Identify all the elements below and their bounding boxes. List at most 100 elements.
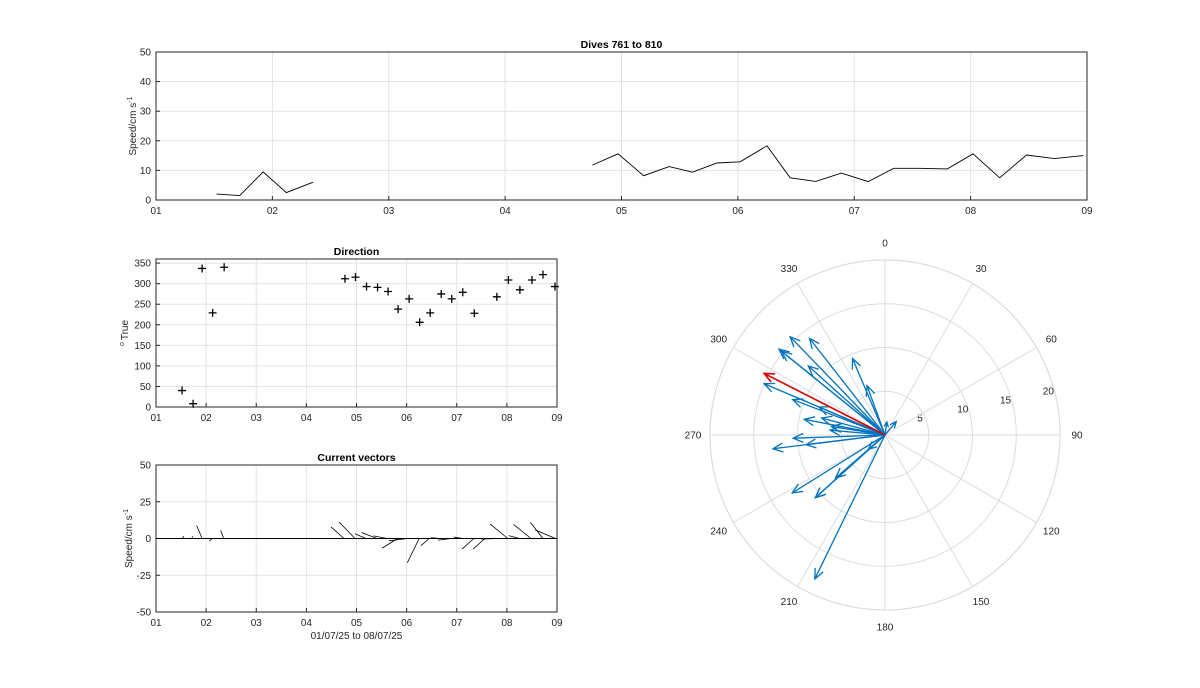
polar-angle-label: 240 bbox=[710, 527, 727, 538]
compass-arrow-head bbox=[789, 335, 801, 348]
x-tick-label: 01 bbox=[150, 618, 162, 629]
current-vector bbox=[535, 529, 556, 539]
direction-point bbox=[447, 294, 456, 303]
compass-arrow bbox=[807, 365, 886, 436]
polar-angle-label: 0 bbox=[882, 239, 888, 250]
direction-point bbox=[178, 386, 187, 395]
x-tick-label: 08 bbox=[501, 413, 513, 424]
direction-point bbox=[198, 264, 207, 273]
direction-point bbox=[437, 289, 446, 298]
compass-arrow bbox=[814, 434, 886, 499]
compass-arrow-head bbox=[808, 337, 820, 350]
compass-arrow-head bbox=[814, 487, 827, 499]
current-vector bbox=[388, 538, 408, 542]
compass-arrow-head bbox=[865, 384, 876, 397]
direction-point bbox=[189, 399, 198, 408]
polar-angle-label: 330 bbox=[781, 264, 798, 275]
current-vector bbox=[181, 535, 185, 539]
x-tick-label: 07 bbox=[849, 206, 861, 217]
compass-arrow-head bbox=[804, 438, 817, 449]
current-vector bbox=[461, 538, 475, 550]
y-tick-label: 50 bbox=[140, 48, 152, 59]
direction-point bbox=[405, 294, 414, 303]
compass-arrow-head bbox=[777, 348, 790, 360]
x-tick-label: 03 bbox=[383, 206, 395, 217]
compass-arrow-head bbox=[807, 364, 819, 377]
compass-arrow bbox=[884, 421, 897, 436]
compass-arrow bbox=[789, 336, 886, 436]
current-vector bbox=[420, 538, 430, 547]
direction-point bbox=[426, 308, 435, 317]
current-vector bbox=[437, 538, 452, 541]
direction-point bbox=[527, 275, 536, 284]
y-axis-label-text: Speed/cm s bbox=[128, 103, 139, 156]
compass-arrow-head bbox=[814, 567, 824, 581]
direction-point bbox=[208, 308, 217, 317]
y-tick-label: 200 bbox=[134, 320, 151, 331]
polar-angle-label: 180 bbox=[877, 623, 894, 634]
polar-angle-label: 150 bbox=[973, 597, 990, 608]
y-tick-label: 350 bbox=[134, 259, 151, 270]
polar-angle-label: 120 bbox=[1043, 527, 1060, 538]
compass-arrow bbox=[793, 434, 886, 439]
polar-angle-label: 30 bbox=[975, 264, 987, 275]
compass-arrow bbox=[831, 425, 886, 436]
y-tick-label: 300 bbox=[134, 279, 151, 290]
direction-point bbox=[492, 292, 501, 301]
current-vector bbox=[196, 525, 203, 539]
chart-title: Current vectors bbox=[317, 452, 395, 464]
x-tick-label: 02 bbox=[267, 206, 279, 217]
compass-arrow bbox=[809, 338, 886, 436]
x-tick-label: 03 bbox=[251, 618, 263, 629]
polar-spoke bbox=[884, 434, 1037, 523]
y-axis-label: Speed/cm s-1 bbox=[123, 509, 135, 568]
polar-angle-label: 300 bbox=[710, 335, 727, 346]
speed-axes: 01 02 03 04 05 06 07 08 09 0 10 20 30 40 50 Dives 761 t… bbox=[127, 39, 1093, 217]
direction-point bbox=[351, 273, 360, 282]
x-tick-label: 05 bbox=[351, 618, 363, 629]
compass-arrow bbox=[805, 434, 886, 446]
direction-point bbox=[340, 274, 349, 283]
y-tick-label: 25 bbox=[140, 497, 152, 508]
current-vector bbox=[354, 533, 367, 539]
x-tick-label: 03 bbox=[251, 413, 263, 424]
direction-axes: 01 02 03 04 05 06 07 08 09 0 50 100 150 200 250 300 350 D… bbox=[119, 246, 563, 424]
x-tick-label: 07 bbox=[451, 618, 463, 629]
direction-point bbox=[362, 282, 371, 291]
compass-mean-arrow-head bbox=[762, 372, 776, 383]
x-tick-label: 09 bbox=[551, 618, 563, 629]
y-axis-label-sup: -1 bbox=[127, 96, 134, 102]
compass-arrow-head bbox=[829, 423, 843, 434]
polar-angle-label: 90 bbox=[1071, 431, 1083, 442]
current-vector bbox=[481, 538, 497, 540]
y-tick-label: 10 bbox=[140, 166, 152, 177]
y-tick-label: 0 bbox=[145, 534, 151, 545]
y-tick-label: 100 bbox=[134, 361, 151, 372]
polar-spoke bbox=[797, 434, 886, 587]
y-axis-label: oTrue bbox=[119, 320, 131, 347]
x-tick-label: 04 bbox=[500, 206, 512, 217]
x-tick-label: 07 bbox=[451, 413, 463, 424]
y-tick-label: 250 bbox=[134, 300, 151, 311]
x-tick-label: 06 bbox=[401, 618, 413, 629]
x-tick-label: 01 bbox=[150, 413, 162, 424]
current-vector bbox=[430, 537, 441, 539]
speed-series-line bbox=[592, 145, 1084, 183]
compass-mean-arrow bbox=[763, 372, 886, 436]
compass-arrow bbox=[781, 350, 886, 436]
current-vector bbox=[453, 536, 463, 539]
compass-arrow-head bbox=[851, 357, 862, 370]
x-tick-label: 09 bbox=[551, 413, 563, 424]
compass-arrow-head bbox=[762, 382, 776, 393]
x-tick-label: 06 bbox=[401, 413, 413, 424]
y-tick-label: 150 bbox=[134, 341, 151, 352]
speed-series-line bbox=[216, 171, 314, 197]
x-tick-label: 04 bbox=[301, 413, 313, 424]
current-vector bbox=[513, 524, 532, 539]
polar-spoke bbox=[733, 347, 886, 436]
y-axis-label: Speed/cm s-1 bbox=[127, 96, 139, 155]
polar-angle-label: 60 bbox=[1046, 335, 1058, 346]
polar-r-tick-label: 5 bbox=[917, 414, 923, 425]
compass-polar-axes: 5 10 15 20 0 30 60 90 120 150 180 210 240 270 300 330 bbox=[685, 239, 1083, 634]
